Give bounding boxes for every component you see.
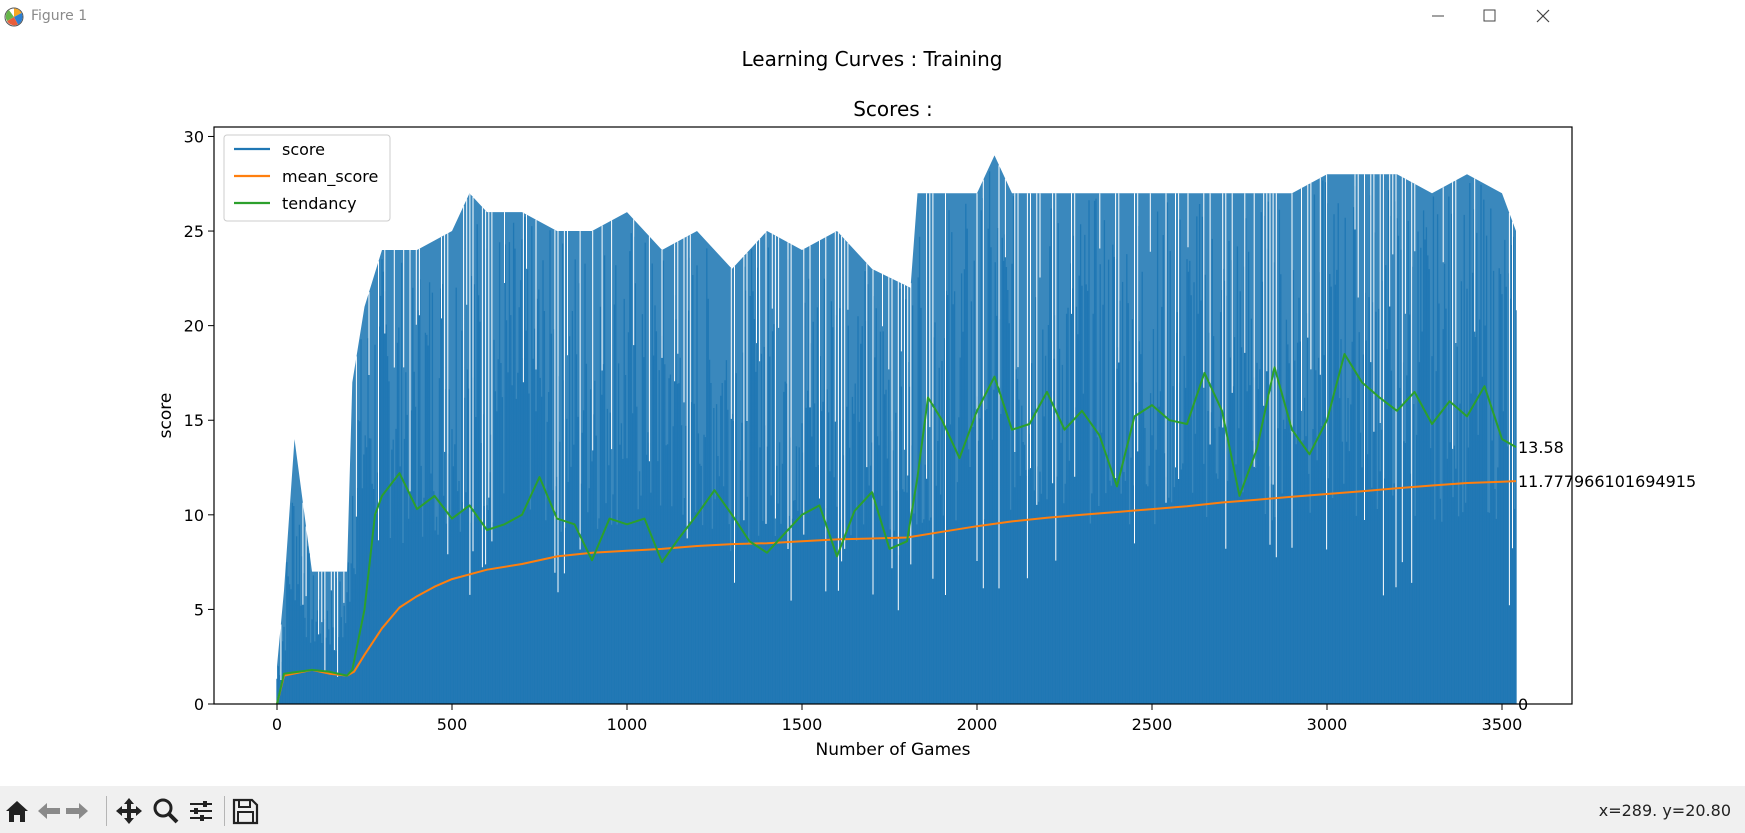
toolbar-separator	[224, 796, 225, 826]
y-tick-label: 25	[184, 222, 204, 241]
maximize-button[interactable]	[1461, 0, 1517, 34]
configure-subplots-icon	[190, 801, 212, 821]
legend[interactable]: score mean_score tendancy	[223, 134, 391, 222]
figure-canvas[interactable]: Learning Curves : Training Scores : 0 500…	[0, 34, 1745, 786]
y-axis-label: score	[156, 393, 176, 439]
back-button[interactable]	[34, 796, 64, 826]
minimize-icon	[1432, 15, 1444, 17]
x-tick-label: 2000	[957, 715, 998, 734]
window-titlebar: Figure 1	[0, 0, 1745, 34]
x-tick-label: 3500	[1482, 715, 1523, 734]
y-axis-ticks: 0 5 10 15 20 25 30	[184, 127, 214, 714]
home-button[interactable]	[2, 796, 32, 826]
forward-icon	[66, 803, 88, 819]
pan-button[interactable]	[114, 796, 144, 826]
x-tick-label: 3000	[1307, 715, 1348, 734]
zoom-button[interactable]	[150, 796, 180, 826]
save-icon	[232, 798, 259, 825]
x-tick-label: 1000	[607, 715, 648, 734]
cursor-coordinates: x=289. y=20.80	[1598, 801, 1731, 820]
tendancy-end-label: 13.58	[1518, 438, 1564, 457]
end-value-annotations: 13.58 11.777966101694915 0	[1518, 438, 1696, 714]
window-title: Figure 1	[31, 8, 88, 24]
series-lines	[276, 353, 1517, 704]
home-icon	[6, 801, 28, 822]
pan-icon	[116, 798, 142, 824]
figure-suptitle: Learning Curves : Training	[742, 47, 1003, 71]
y-tick-label: 15	[184, 411, 204, 430]
legend-label-tendancy: tendancy	[282, 194, 357, 213]
matplotlib-app-icon	[4, 7, 24, 27]
y-tick-label: 5	[194, 600, 204, 619]
close-icon	[1536, 9, 1550, 23]
x-axis-ticks: 0 500 1000 1500 2000 2500 3000 3500	[272, 704, 1522, 734]
maximize-icon	[1483, 9, 1496, 22]
mean-score-end-label: 11.777966101694915	[1518, 472, 1696, 491]
y-tick-label: 20	[184, 317, 204, 336]
x-axis-label: Number of Games	[816, 740, 971, 760]
back-icon	[38, 803, 60, 819]
navigation-toolbar: x=289. y=20.80	[0, 786, 1745, 833]
configure-subplots-button[interactable]	[186, 796, 216, 826]
zoom-icon	[153, 798, 179, 824]
y-tick-label: 10	[184, 506, 204, 525]
legend-label-mean_score: mean_score	[282, 167, 378, 187]
axes-title: Scores :	[853, 97, 933, 121]
toolbar-separator	[106, 796, 107, 826]
legend-box	[223, 134, 391, 222]
score-spikes	[276, 165, 1517, 704]
x-tick-label: 2500	[1132, 715, 1173, 734]
legend-label-score: score	[282, 140, 325, 159]
y-tick-label: 0	[194, 695, 204, 714]
close-button[interactable]	[1515, 0, 1571, 34]
axes-frame	[213, 126, 1573, 705]
forward-button[interactable]	[62, 796, 92, 826]
score-gaps	[280, 165, 1513, 680]
save-button[interactable]	[230, 796, 260, 826]
minimize-button[interactable]	[1410, 0, 1466, 34]
tendancy-line	[276, 353, 1517, 704]
x-tick-label: 500	[437, 715, 468, 734]
score-end-label: 0	[1518, 695, 1528, 714]
y-tick-label: 30	[184, 127, 204, 146]
x-tick-label: 0	[272, 715, 282, 734]
x-tick-label: 1500	[782, 715, 823, 734]
mean_score-line	[276, 480, 1517, 704]
